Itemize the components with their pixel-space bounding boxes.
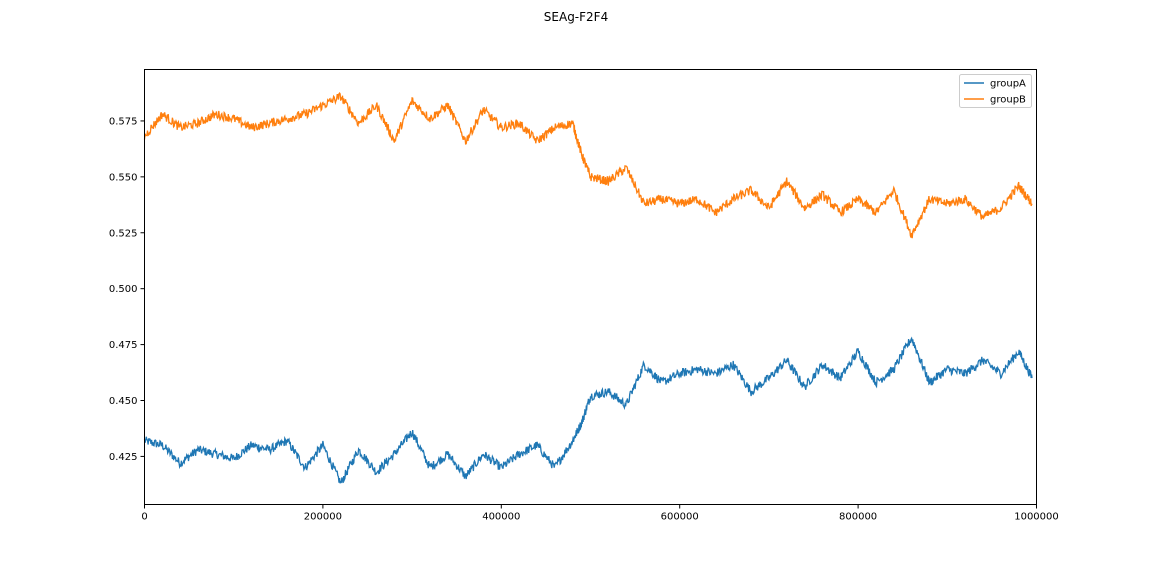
x-tick-label: 0 [141, 512, 147, 523]
legend-label-groupA: groupA [990, 79, 1026, 90]
x-tick-label: 1000000 [1014, 512, 1059, 523]
x-axis: 0 200000 400000 600000 800000 1000000 [141, 504, 1059, 523]
series-line-groupA [143, 336, 1033, 484]
y-tick-label: 0.525 [109, 228, 138, 239]
y-tick-label: 0.500 [109, 284, 138, 295]
plot-frame [144, 69, 1037, 505]
series-layer [143, 92, 1033, 484]
y-tick-label: 0.450 [109, 396, 138, 407]
legend-label-groupB: groupB [990, 95, 1026, 106]
x-tick-label: 800000 [839, 512, 877, 523]
y-tick-label: 0.575 [109, 116, 138, 127]
x-tick-label: 400000 [482, 512, 520, 523]
x-tick-label: 200000 [304, 512, 342, 523]
chart-title: SEAg-F2F4 [544, 10, 608, 24]
x-tick-label: 600000 [661, 512, 699, 523]
legend: groupA groupB [959, 74, 1032, 108]
y-tick-label: 0.425 [109, 452, 138, 463]
y-tick-label: 0.550 [109, 172, 138, 183]
y-tick-label: 0.475 [109, 340, 138, 351]
series-line-groupB [143, 92, 1033, 239]
y-axis: 0.425 0.450 0.475 0.500 0.525 0.550 0.575 [109, 116, 145, 463]
